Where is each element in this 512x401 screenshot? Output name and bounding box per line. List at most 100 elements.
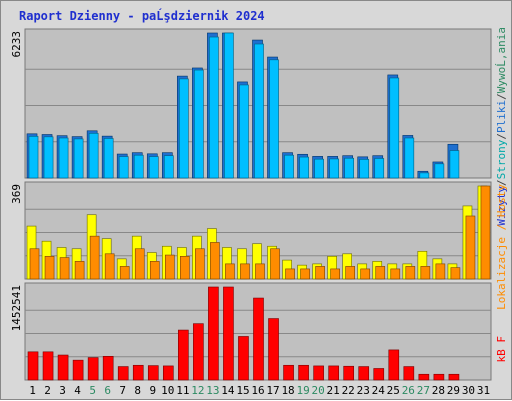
- bar-hosty-16: [255, 263, 265, 280]
- panel-3: 1452541: [10, 282, 492, 381]
- day-label-29: 29: [447, 384, 460, 397]
- day-label-23: 23: [357, 384, 370, 397]
- bar-hosty-18: [285, 268, 295, 280]
- bar-hosty-19: [300, 268, 310, 280]
- day-label-2: 2: [44, 384, 51, 397]
- bar-strony-23: [359, 159, 370, 179]
- chart-title: Raport Dzienny - paĹşdziernik 2024: [19, 8, 265, 23]
- day-label-21: 21: [327, 384, 340, 397]
- bar-kb-12: [193, 323, 204, 381]
- bar-kb-7: [117, 366, 129, 381]
- day-label-14: 14: [221, 384, 235, 397]
- bar-strony-6: [103, 138, 114, 179]
- bar-kb-24: [373, 368, 385, 381]
- bar-hosty-1: [29, 248, 40, 280]
- day-label-4: 4: [74, 384, 81, 397]
- bar-kb-5: [87, 357, 99, 381]
- max-value-label: 6233: [10, 31, 23, 58]
- day-label-1: 1: [29, 384, 36, 397]
- bar-kb-27: [418, 373, 430, 381]
- day-label-8: 8: [134, 384, 141, 397]
- bar-hosty-26: [405, 266, 416, 280]
- bar-hosty-12: [195, 248, 205, 280]
- bar-strony-11: [179, 78, 189, 179]
- day-label-16: 16: [251, 384, 264, 397]
- bar-strony-24: [374, 158, 385, 179]
- bar-strony-14: [224, 32, 234, 179]
- bar-hosty-15: [240, 263, 250, 280]
- bar-kb-23: [358, 366, 370, 381]
- bar-strony-27: [419, 172, 430, 179]
- bar-hosty-9: [149, 261, 160, 280]
- bar-strony-1: [28, 136, 39, 179]
- bar-strony-25: [389, 77, 400, 179]
- bar-kb-11: [178, 329, 189, 381]
- bar-hosty-3: [59, 257, 70, 280]
- bar-strony-19: [299, 156, 309, 179]
- day-label-19: 19: [296, 384, 309, 397]
- bar-strony-16: [254, 43, 264, 179]
- day-label-15: 15: [236, 384, 249, 397]
- bar-kb-9: [147, 365, 159, 381]
- bar-strony-7: [118, 156, 129, 179]
- bar-strony-26: [404, 137, 415, 179]
- bar-kb-14: [223, 286, 234, 381]
- bar-strony-2: [43, 136, 54, 179]
- bar-strony-13: [209, 36, 219, 179]
- bar-hosty-21: [330, 268, 340, 280]
- side-label-bottom: kB F: [495, 336, 508, 363]
- day-label-28: 28: [432, 384, 445, 397]
- bar-kb-16: [253, 297, 264, 381]
- day-label-5: 5: [89, 384, 96, 397]
- day-label-30: 30: [462, 384, 475, 397]
- bar-strony-18: [284, 154, 294, 179]
- day-label-10: 10: [161, 384, 174, 397]
- side-label-top: Wizyty/Strony/Pliki/WywoĹ‚ania: [495, 27, 508, 226]
- bar-hosty-24: [375, 266, 386, 280]
- day-label-24: 24: [372, 384, 386, 397]
- bar-kb-8: [132, 364, 144, 381]
- side-label-middle: Lokalizacje / Hosty: [495, 184, 508, 310]
- bar-hosty-13: [210, 242, 220, 280]
- bar-strony-3: [58, 137, 69, 179]
- day-label-3: 3: [59, 384, 66, 397]
- bar-hosty-20: [315, 266, 325, 280]
- panel-2: 369: [10, 181, 492, 280]
- bar-kb-20: [313, 365, 324, 381]
- bar-kb-29: [448, 373, 460, 381]
- bar-strony-15: [239, 84, 249, 179]
- bar-hosty-30: [465, 215, 476, 280]
- day-label-6: 6: [104, 384, 111, 397]
- bar-strony-22: [344, 157, 355, 179]
- bar-kb-22: [343, 365, 355, 381]
- day-label-25: 25: [387, 384, 400, 397]
- bar-kb-17: [268, 318, 279, 381]
- bar-kb-1: [27, 351, 39, 381]
- day-label-26: 26: [402, 384, 415, 397]
- panel-1: 6233: [10, 28, 492, 179]
- bar-strony-5: [88, 133, 99, 179]
- bar-kb-26: [403, 366, 415, 381]
- day-label-11: 11: [176, 384, 189, 397]
- bar-hosty-4: [74, 261, 85, 280]
- bar-hosty-28: [435, 263, 446, 280]
- day-label-9: 9: [149, 384, 156, 397]
- day-label-20: 20: [312, 384, 325, 397]
- bar-hosty-2: [44, 256, 55, 280]
- bar-strony-12: [194, 69, 204, 179]
- bar-strony-29: [449, 150, 460, 179]
- bar-hosty-29: [450, 267, 461, 280]
- bar-strony-17: [269, 59, 279, 179]
- day-label-18: 18: [281, 384, 294, 397]
- bar-kb-19: [298, 364, 309, 381]
- day-label-27: 27: [417, 384, 430, 397]
- bar-kb-28: [433, 373, 445, 381]
- bar-kb-4: [72, 359, 84, 381]
- bar-hosty-27: [420, 266, 431, 280]
- bar-kb-13: [208, 286, 219, 381]
- bar-kb-15: [238, 336, 249, 381]
- bar-kb-25: [388, 349, 400, 381]
- bar-hosty-6: [104, 253, 115, 280]
- bar-hosty-5: [89, 235, 100, 280]
